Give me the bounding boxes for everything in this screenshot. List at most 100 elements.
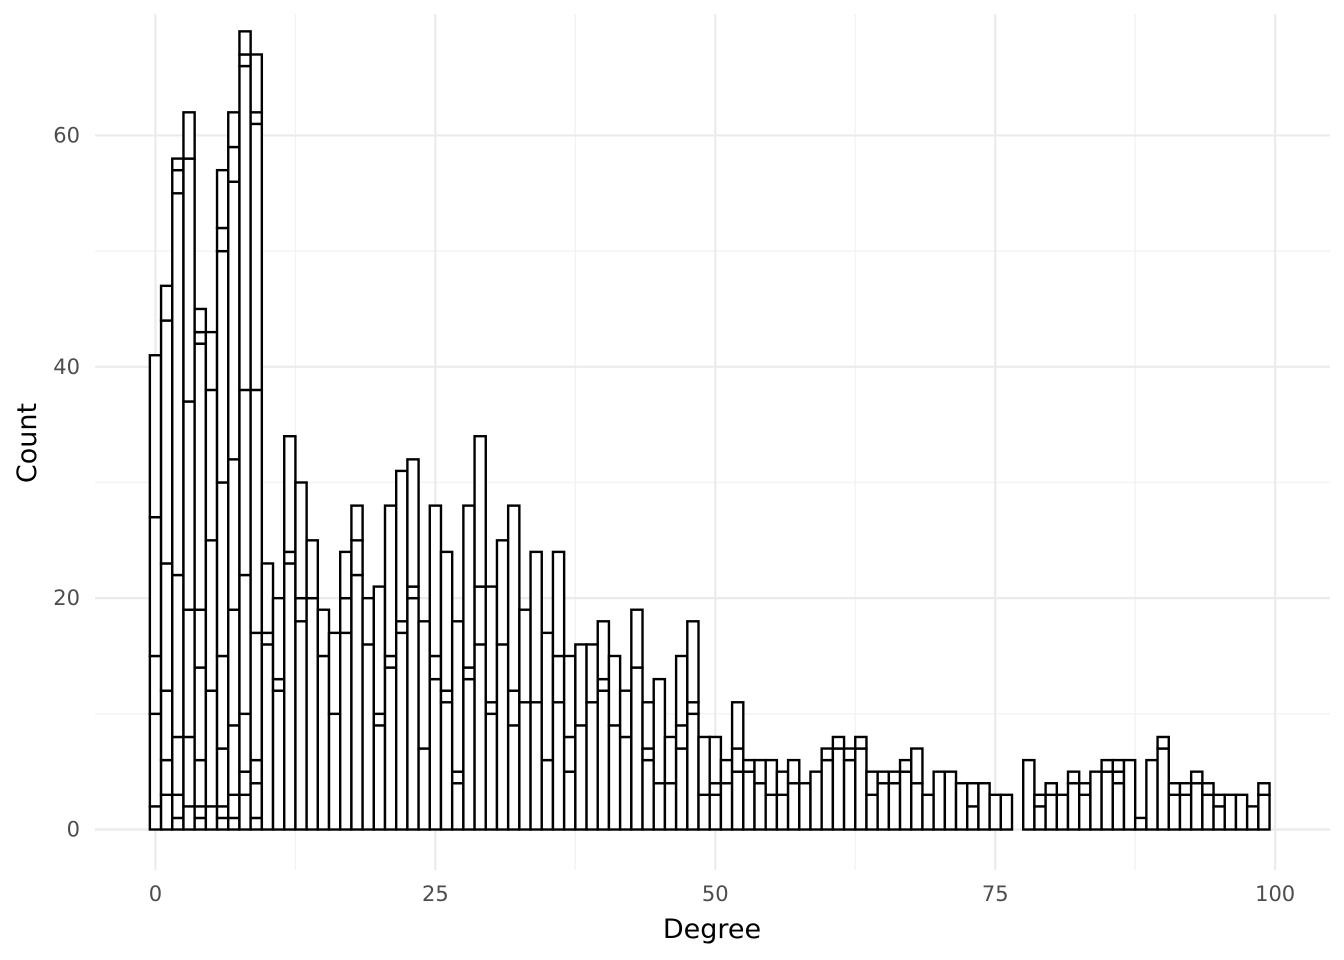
histogram-bar	[1189, 770, 1204, 785]
histogram-bar	[898, 770, 913, 831]
histogram-bar	[159, 758, 174, 797]
histogram-bar	[193, 666, 208, 762]
histogram-bar	[305, 539, 320, 600]
histogram-bar	[809, 770, 823, 831]
histogram-bar	[842, 747, 857, 762]
histogram-bar	[596, 689, 611, 831]
histogram-bar	[171, 168, 185, 195]
y-axis-title: Count	[12, 403, 43, 483]
histogram-bar	[238, 712, 252, 773]
histogram-bar	[506, 689, 521, 727]
histogram-bar	[820, 758, 835, 831]
histogram-bar	[249, 816, 264, 831]
histogram-bar	[428, 677, 443, 831]
histogram-bar	[786, 782, 801, 831]
histogram-bar	[406, 585, 420, 600]
y-tick-label: 60	[53, 123, 80, 147]
histogram-bar	[372, 724, 387, 831]
histogram-bar	[1189, 782, 1204, 831]
histogram-bar	[1133, 816, 1148, 831]
histogram-bar	[898, 758, 913, 773]
histogram-bar	[764, 758, 779, 797]
histogram-bar	[215, 249, 230, 484]
histogram-bar	[697, 793, 711, 831]
histogram-bar	[182, 157, 196, 403]
histogram-bar	[238, 388, 252, 577]
histogram-bar	[1066, 782, 1081, 831]
histogram-bar	[159, 562, 174, 692]
histogram-bar	[249, 53, 264, 114]
histogram-bar	[663, 782, 678, 831]
histogram-bar	[854, 747, 868, 831]
histogram-bar	[753, 758, 767, 785]
histogram-bar	[159, 793, 174, 831]
histogram-bar	[641, 758, 655, 831]
histogram-bar	[540, 631, 555, 762]
histogram-bar	[238, 30, 252, 56]
histogram-bar	[383, 504, 398, 658]
histogram-bar	[607, 724, 622, 831]
histogram-bar	[484, 585, 499, 704]
histogram-bar	[260, 643, 275, 831]
histogram-bar	[910, 747, 924, 785]
histogram-bar	[1257, 782, 1271, 797]
histogram-bar	[238, 770, 252, 797]
histogram-bar	[529, 550, 543, 704]
histogram-bar	[204, 689, 219, 808]
histogram-bar	[383, 654, 398, 669]
histogram-bar	[182, 111, 196, 160]
histogram-bar	[372, 585, 387, 716]
histogram-bar	[361, 643, 375, 831]
histogram-bar	[618, 735, 633, 831]
histogram-bar	[383, 666, 398, 831]
histogram-bar	[215, 805, 230, 820]
histogram-bar	[148, 654, 163, 716]
histogram-bar	[921, 793, 935, 831]
histogram-bar	[742, 758, 756, 773]
histogram-bar	[182, 735, 196, 808]
histogram-bar	[1212, 793, 1226, 808]
histogram-bar	[562, 735, 577, 773]
histogram-bar	[1033, 805, 1047, 831]
histogram-bar	[428, 504, 443, 658]
histogram-bar	[193, 330, 208, 345]
histogram-bar	[574, 643, 588, 727]
histogram-bar	[686, 712, 700, 831]
histogram-bar	[1033, 793, 1047, 808]
histogram-bar	[943, 770, 958, 831]
histogram-bar	[406, 596, 420, 831]
histogram-bar	[148, 805, 163, 831]
histogram-bar	[865, 793, 879, 831]
histogram-bar	[518, 608, 532, 704]
histogram-bar	[249, 758, 264, 785]
histogram-bar	[652, 782, 667, 831]
y-tick-label: 40	[53, 355, 80, 379]
histogram-bar	[730, 770, 745, 831]
histogram-bar	[484, 712, 499, 831]
histogram-bar	[1111, 770, 1126, 785]
histogram-bar	[417, 747, 431, 831]
histogram-bar	[394, 469, 409, 623]
histogram-bar	[1212, 805, 1226, 831]
x-axis-ticks: 0 25 50 75 100	[149, 882, 1295, 906]
histogram-bar	[339, 596, 353, 635]
histogram-bar	[506, 724, 521, 831]
histogram-bar	[719, 758, 734, 785]
histogram-bar	[148, 515, 163, 658]
histogram-bar	[227, 458, 241, 611]
x-tick-label: 100	[1255, 882, 1295, 906]
histogram-bar	[316, 608, 331, 658]
histogram-bar	[350, 504, 364, 542]
histogram-bar	[686, 620, 700, 704]
histogram-bar	[1111, 782, 1126, 831]
histogram-bar	[663, 735, 678, 785]
histogram-bars	[148, 30, 1271, 831]
histogram-bar	[1145, 758, 1159, 831]
histogram-bar	[730, 701, 745, 750]
histogram-bar	[585, 643, 599, 704]
histogram-bar	[607, 654, 622, 727]
histogram-bar	[462, 666, 476, 681]
histogram-bar	[999, 793, 1014, 831]
histogram-bar	[215, 481, 230, 658]
histogram-bar	[574, 724, 588, 831]
